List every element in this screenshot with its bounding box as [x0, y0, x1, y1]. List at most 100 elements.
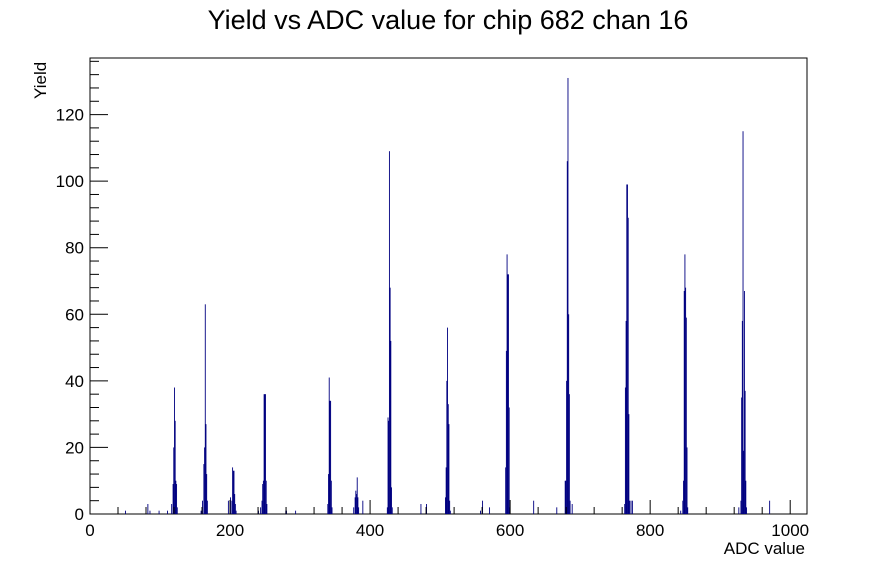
histogram-bar: [171, 504, 173, 514]
histogram-bar: [353, 507, 355, 514]
histogram-bar: [506, 254, 508, 514]
histogram-bar: [357, 497, 359, 514]
y-axis-ticks: 0 20 40 60 80 100 120: [56, 60, 108, 524]
histogram-bar: [556, 507, 558, 514]
y-tick-label: 60: [65, 305, 84, 324]
x-tick-label: 200: [216, 521, 244, 540]
histogram-bar: [489, 507, 491, 514]
histogram-bar: [327, 504, 329, 514]
histogram-bar: [508, 407, 510, 514]
histogram-bar: [328, 377, 330, 514]
histogram-bar: [680, 510, 682, 514]
histogram-bar: [741, 397, 743, 514]
histogram-bar: [740, 500, 742, 514]
histogram-bar: [683, 290, 685, 514]
histogram-bar: [569, 500, 571, 514]
histogram-bar: [738, 507, 740, 514]
histogram-bar: [233, 470, 235, 514]
histogram-bar: [264, 394, 266, 514]
y-axis-label: Yield: [31, 62, 50, 99]
histogram-bar: [356, 494, 357, 514]
histogram-bar: [158, 510, 160, 514]
histogram-bar: [627, 217, 629, 514]
histogram-bar: [391, 487, 392, 514]
histogram-bar: [125, 510, 126, 514]
histogram-bar: [203, 464, 205, 514]
x-tick-label: 0: [85, 521, 94, 540]
histogram-bar: [175, 480, 177, 514]
histogram-bar: [265, 394, 266, 514]
histogram-bar: [232, 470, 234, 514]
histogram-bar: [174, 387, 175, 514]
histogram-bar: [174, 420, 176, 514]
histogram-bar: [147, 504, 149, 514]
histogram-bar: [568, 314, 570, 514]
histogram-bar: [627, 184, 628, 515]
histogram-bar: [505, 467, 507, 514]
histogram-bar: [631, 500, 633, 514]
histogram-bar: [234, 504, 236, 514]
histogram-bar: [742, 131, 744, 515]
histogram-bar: [331, 507, 333, 514]
histogram-bar: [628, 414, 630, 514]
histogram-bar: [204, 447, 206, 514]
histogram-bar: [687, 507, 689, 514]
histogram-bar: [265, 480, 267, 514]
histogram-bar: [769, 500, 771, 514]
histogram-bar: [686, 447, 688, 514]
histogram-bar: [445, 467, 447, 514]
histogram-bar: [262, 480, 264, 514]
histogram-bar: [625, 320, 627, 514]
histogram-bar: [566, 161, 568, 514]
histogram-bar: [746, 507, 747, 514]
histogram-bar: [446, 380, 448, 514]
histogram-bar: [743, 450, 745, 514]
histogram-bar: [505, 350, 507, 514]
histogram-bar: [354, 497, 356, 514]
histogram-bar: [206, 500, 208, 514]
x-tick-label: 600: [496, 521, 524, 540]
histogram-bar: [626, 184, 628, 515]
histogram-bar: [565, 480, 567, 514]
histogram-bar: [745, 480, 747, 514]
histogram-bar: [206, 474, 208, 514]
histogram-bar: [630, 500, 632, 514]
histogram-bar: [266, 504, 268, 514]
histogram-bar: [624, 387, 626, 514]
histogram-bar: [389, 287, 391, 514]
histogram-bar: [683, 480, 684, 514]
histogram-bar: [447, 404, 449, 514]
y-tick-label: 40: [65, 372, 84, 391]
histogram-bar: [176, 484, 178, 514]
histogram-bar: [682, 500, 684, 514]
histogram-bar: [386, 507, 388, 514]
histogram-bar: [172, 484, 174, 514]
histogram-bar: [567, 77, 569, 514]
histogram-bar: [568, 394, 570, 514]
histogram-bars: [125, 77, 771, 515]
histogram-bar: [390, 340, 392, 514]
histogram-bar: [176, 507, 178, 514]
histogram-bar: [629, 500, 631, 514]
histogram-bar: [744, 390, 746, 514]
histogram-bar: [507, 274, 509, 514]
histogram-bar: [328, 474, 329, 514]
histogram-bar: [741, 320, 743, 514]
histogram-bar: [362, 500, 364, 514]
histogram-bar: [200, 510, 202, 514]
histogram-bar: [685, 287, 687, 514]
x-tick-label: 800: [636, 521, 664, 540]
histogram-bar: [448, 424, 450, 514]
histogram-bar: [388, 420, 390, 514]
histogram-bar: [387, 417, 389, 514]
histogram-bar: [261, 500, 263, 514]
chart-title: Yield vs ADC value for chip 682 chan 16: [208, 5, 689, 35]
histogram-bar: [234, 494, 236, 514]
histogram-bar: [684, 254, 686, 514]
histogram-bar: [571, 504, 573, 514]
x-tick-label: 1000: [771, 521, 809, 540]
histogram-bar: [231, 500, 233, 514]
histogram-bar: [330, 480, 332, 514]
histogram-bar: [295, 510, 297, 514]
